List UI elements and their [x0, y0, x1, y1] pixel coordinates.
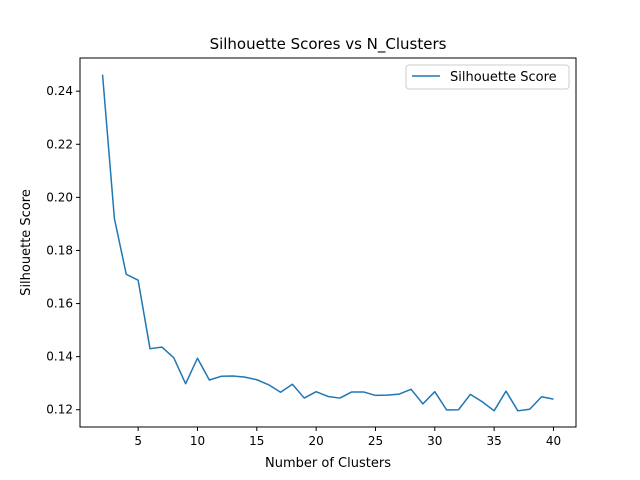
x-tick-label: 35 [486, 434, 501, 448]
axis-ticks: 5 10 15 20 25 30 35 40 0.12 0.14 0.16 0.18 0.20 0.22 0… [46, 84, 561, 448]
x-tick-label: 15 [249, 434, 264, 448]
x-tick-label: 40 [546, 434, 561, 448]
chart-title: Silhouette Scores vs N_Clusters [210, 35, 447, 54]
x-tick-label: 20 [308, 434, 323, 448]
legend-box [405, 64, 570, 90]
legend: Silhouette Score [405, 64, 570, 90]
series-line-silhouette-score [101, 74, 554, 412]
x-tick-label: 30 [427, 434, 442, 448]
axes-frame [79, 57, 577, 428]
y-tick-label: 0.24 [46, 84, 73, 98]
y-tick-label: 0.22 [46, 137, 73, 151]
x-axis-label: Number of Clusters [265, 456, 391, 471]
y-tick-label: 0.20 [46, 190, 73, 204]
y-tick-label: 0.16 [46, 297, 73, 311]
x-tick-label: 5 [134, 434, 142, 448]
y-tick-label: 0.14 [46, 350, 73, 364]
y-tick-label: 0.12 [46, 403, 73, 417]
x-tick-label: 10 [190, 434, 205, 448]
x-tick-label: 25 [368, 434, 383, 448]
legend-label-silhouette-score: Silhouette Score [450, 70, 557, 85]
y-tick-label: 0.18 [46, 243, 73, 257]
plot-area [101, 74, 554, 412]
y-axis-label: Silhouette Score [19, 189, 34, 296]
